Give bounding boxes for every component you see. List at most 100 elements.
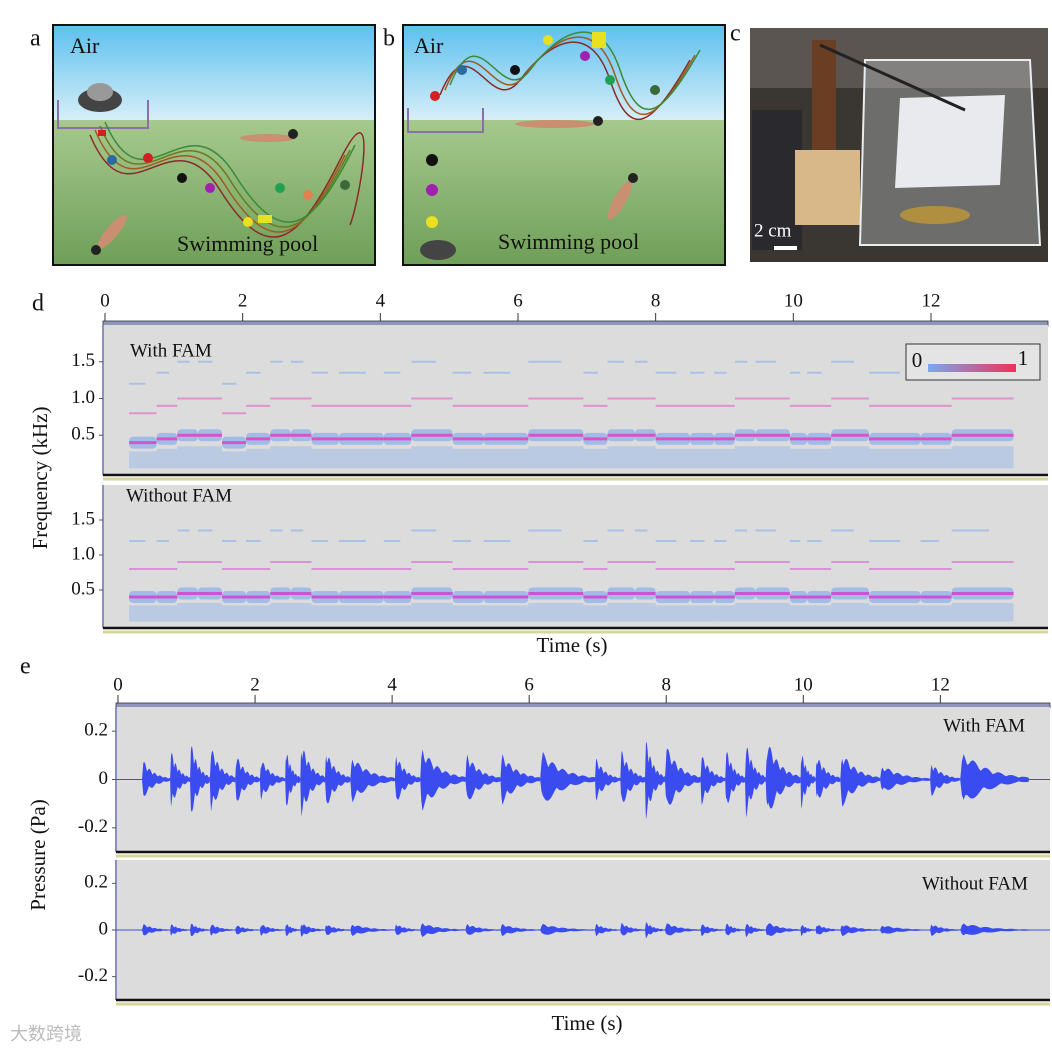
x-tick-label: 10 [794, 674, 813, 695]
illustration-a: Air Swimming pool [52, 24, 376, 266]
note [129, 382, 157, 469]
burst [815, 760, 841, 798]
colorbar [928, 364, 1016, 372]
panel-label: a [30, 26, 41, 52]
illustration-b: Air Swimming pool [402, 24, 726, 266]
note-low-band [197, 446, 223, 469]
x-tick-label: 8 [651, 290, 661, 311]
note-low-band [869, 605, 921, 622]
x-tick-label: 12 [931, 674, 950, 695]
note [690, 540, 715, 622]
x-tick-label: 10 [784, 290, 803, 311]
burst [800, 925, 816, 937]
note [156, 371, 178, 469]
note [807, 371, 832, 469]
burst [840, 758, 880, 807]
colorbar-min: 0 [912, 348, 923, 372]
note [483, 540, 529, 622]
burst [325, 925, 351, 935]
burst [235, 925, 260, 935]
speaker [420, 240, 456, 260]
note-low-band [290, 446, 312, 469]
x-tick-label: 2 [238, 290, 248, 311]
note [920, 540, 952, 622]
burst [960, 923, 1029, 936]
burst [170, 753, 190, 807]
y-tick-label: 0 [99, 918, 109, 939]
note-low-band [528, 602, 584, 622]
burst [500, 923, 541, 937]
burst [350, 924, 395, 936]
note-low-band [607, 446, 636, 469]
note-low-band [528, 446, 584, 469]
burst [190, 746, 210, 812]
x-tick-label: 4 [376, 290, 386, 311]
note [222, 540, 247, 622]
note [920, 371, 952, 469]
x-tick-label: 8 [661, 674, 671, 695]
note [483, 371, 529, 469]
scale-bar-label: 2 cm [754, 220, 792, 241]
note [528, 360, 584, 469]
burst [620, 751, 645, 802]
y-tick-label: 0.5 [71, 424, 95, 445]
subplot-title: Without FAM [922, 873, 1028, 894]
panel-label: b [383, 26, 395, 52]
panel-label: c [730, 21, 741, 47]
note-low-band [270, 446, 291, 469]
note-low-band [635, 446, 656, 469]
note-low-band [177, 602, 198, 622]
burst [880, 925, 931, 934]
note [311, 371, 340, 469]
notes [426, 32, 660, 228]
y-tick-label: 1.0 [71, 387, 95, 408]
speaker [900, 206, 970, 224]
burst [700, 924, 726, 937]
x-tick-label: 6 [524, 674, 534, 695]
note-low-band [755, 602, 790, 622]
burst [142, 924, 171, 936]
note-low-band [222, 605, 247, 622]
note-low-band [129, 605, 157, 622]
swimmer [91, 129, 298, 255]
burst [930, 764, 961, 796]
note-low-band [339, 605, 384, 622]
burst [745, 924, 766, 938]
note [222, 382, 247, 469]
note [528, 529, 584, 622]
burst [700, 757, 726, 805]
note [655, 540, 691, 622]
plot-area [103, 325, 1048, 475]
water [403, 120, 725, 265]
note-low-band [483, 448, 529, 469]
burst [170, 924, 190, 936]
burst [540, 751, 595, 801]
y-tick-label: 1.5 [71, 350, 95, 371]
note [339, 371, 384, 469]
note-low-band [869, 448, 921, 469]
y-tick-label: 1.0 [71, 543, 95, 564]
note [290, 360, 312, 469]
note-low-band [607, 602, 636, 622]
note [246, 540, 271, 622]
note [734, 360, 756, 469]
note-low-band [734, 446, 756, 469]
y-tick-label: 0.5 [71, 578, 95, 599]
burst [259, 762, 286, 800]
note-low-band [714, 605, 735, 622]
note-low-band [951, 446, 1014, 469]
note [755, 360, 790, 469]
burst [595, 758, 621, 801]
note [635, 360, 656, 469]
rod [819, 43, 966, 112]
note-low-band [734, 602, 756, 622]
x-tick-label: 0 [113, 674, 123, 695]
note-low-band [714, 448, 735, 469]
y-axis-label: Pressure (Pa) [26, 799, 50, 910]
air-label: Air [414, 33, 444, 58]
note [583, 371, 608, 469]
note [869, 371, 921, 469]
note-low-band [177, 446, 198, 469]
note-low-band [951, 602, 1014, 622]
frame [52, 24, 376, 266]
